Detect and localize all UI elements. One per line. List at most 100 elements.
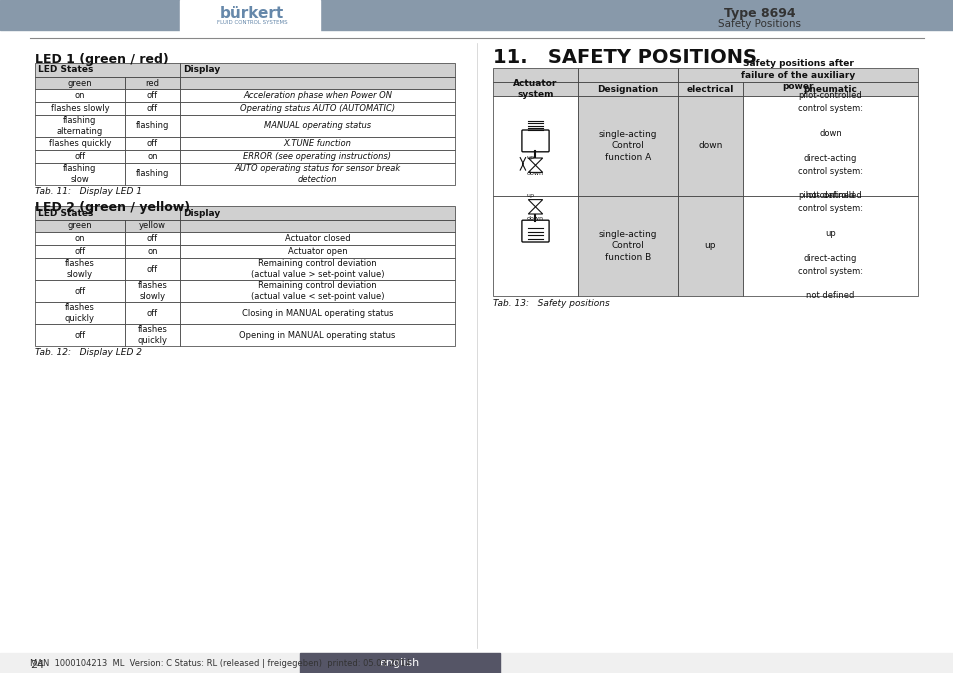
Bar <box>125 115 180 137</box>
Text: off: off <box>147 104 158 113</box>
Text: off: off <box>147 264 158 273</box>
Bar <box>180 163 455 185</box>
Polygon shape <box>528 158 542 165</box>
FancyBboxPatch shape <box>521 220 549 242</box>
Text: single-acting
Control
function A: single-acting Control function A <box>598 130 657 162</box>
Polygon shape <box>528 165 542 172</box>
Text: LED States: LED States <box>38 209 93 217</box>
Bar <box>742 96 917 196</box>
Text: off: off <box>147 234 158 243</box>
Text: flashing: flashing <box>135 122 169 131</box>
Bar <box>125 102 180 115</box>
Bar <box>678 82 742 96</box>
Text: single-acting
Control
function B: single-acting Control function B <box>598 229 657 262</box>
Text: 24: 24 <box>30 660 44 670</box>
Text: LED States: LED States <box>38 65 93 75</box>
Text: off: off <box>147 91 158 100</box>
Bar <box>35 258 125 280</box>
Bar <box>35 150 125 163</box>
Text: pilot-controlled
control system:

down

direct-acting
control system:

not defin: pilot-controlled control system: down di… <box>797 92 862 201</box>
Text: flashing
slow: flashing slow <box>63 164 96 184</box>
Text: flashes
slowly: flashes slowly <box>65 259 95 279</box>
Bar <box>35 324 125 346</box>
Bar <box>493 68 578 82</box>
Bar <box>180 102 455 115</box>
Bar <box>180 220 455 232</box>
Bar <box>35 137 125 150</box>
Text: off: off <box>74 152 86 161</box>
Bar <box>493 82 578 96</box>
Bar <box>35 302 125 324</box>
Text: up: up <box>526 155 534 160</box>
Text: 11.   SAFETY POSITIONS: 11. SAFETY POSITIONS <box>493 48 757 67</box>
Text: off: off <box>74 330 86 339</box>
Bar <box>742 196 917 296</box>
Text: up: up <box>704 242 716 250</box>
FancyBboxPatch shape <box>521 130 549 152</box>
Text: AUTO operating status for sensor break
detection: AUTO operating status for sensor break d… <box>234 164 400 184</box>
Text: Actuator
system: Actuator system <box>513 79 558 99</box>
Text: flashes slowly: flashes slowly <box>51 104 110 113</box>
Text: off: off <box>147 139 158 148</box>
Text: Display: Display <box>183 209 220 217</box>
Bar <box>0 653 953 673</box>
Text: on: on <box>74 91 85 100</box>
Text: red: red <box>146 79 159 87</box>
Text: pilot-controlled
control system:

up

direct-acting
control system:

not defined: pilot-controlled control system: up dire… <box>797 192 862 301</box>
Text: up: up <box>526 192 534 198</box>
Text: Safety positions after
failure of the auxiliary
power: Safety positions after failure of the au… <box>740 59 854 91</box>
Text: flashes
quickly: flashes quickly <box>137 325 168 345</box>
Text: FLUID CONTROL SYSTEMS: FLUID CONTROL SYSTEMS <box>216 20 287 26</box>
Polygon shape <box>528 207 542 214</box>
Text: flashes quickly: flashes quickly <box>49 139 112 148</box>
Bar <box>35 232 125 245</box>
Text: Opening in MANUAL operating status: Opening in MANUAL operating status <box>239 330 395 339</box>
Polygon shape <box>528 200 542 207</box>
Bar <box>0 0 953 30</box>
Text: pneumatic: pneumatic <box>802 85 857 94</box>
Text: down: down <box>526 216 543 221</box>
Bar <box>125 150 180 163</box>
Bar <box>35 63 180 77</box>
Text: flashing: flashing <box>135 170 169 178</box>
Text: Designation: Designation <box>597 85 658 94</box>
Bar <box>578 82 678 96</box>
Bar <box>180 302 455 324</box>
Bar <box>578 96 678 196</box>
Text: yellow: yellow <box>139 221 166 230</box>
Bar <box>35 89 125 102</box>
Bar <box>678 196 742 296</box>
Text: Safety Positions: Safety Positions <box>718 19 801 29</box>
Text: Remaining control deviation
(actual value < set-point value): Remaining control deviation (actual valu… <box>251 281 384 301</box>
Bar <box>125 232 180 245</box>
Text: electrical: electrical <box>686 85 734 94</box>
Bar <box>125 324 180 346</box>
Bar <box>125 302 180 324</box>
Bar <box>125 77 180 89</box>
Bar <box>180 89 455 102</box>
Text: english: english <box>379 658 419 668</box>
Text: green: green <box>68 79 92 87</box>
Text: flashes
slowly: flashes slowly <box>137 281 168 301</box>
Bar <box>35 206 180 220</box>
Text: flashes
quickly: flashes quickly <box>65 303 95 323</box>
Bar <box>35 220 125 232</box>
Text: green: green <box>68 221 92 230</box>
Bar <box>299 653 499 673</box>
Text: on: on <box>74 234 85 243</box>
Text: down: down <box>698 141 722 151</box>
Bar <box>180 245 455 258</box>
Bar <box>125 220 180 232</box>
Bar <box>180 324 455 346</box>
Text: X.TUNE function: X.TUNE function <box>283 139 351 148</box>
Bar <box>35 163 125 185</box>
Bar <box>493 96 578 196</box>
Bar <box>35 102 125 115</box>
Text: down: down <box>526 172 543 176</box>
Text: Tab. 12:   Display LED 2: Tab. 12: Display LED 2 <box>35 348 142 357</box>
Text: flashing
alternating: flashing alternating <box>57 116 103 136</box>
Text: Actuator closed: Actuator closed <box>284 234 350 243</box>
Bar <box>180 150 455 163</box>
Bar <box>180 137 455 150</box>
Bar <box>35 115 125 137</box>
